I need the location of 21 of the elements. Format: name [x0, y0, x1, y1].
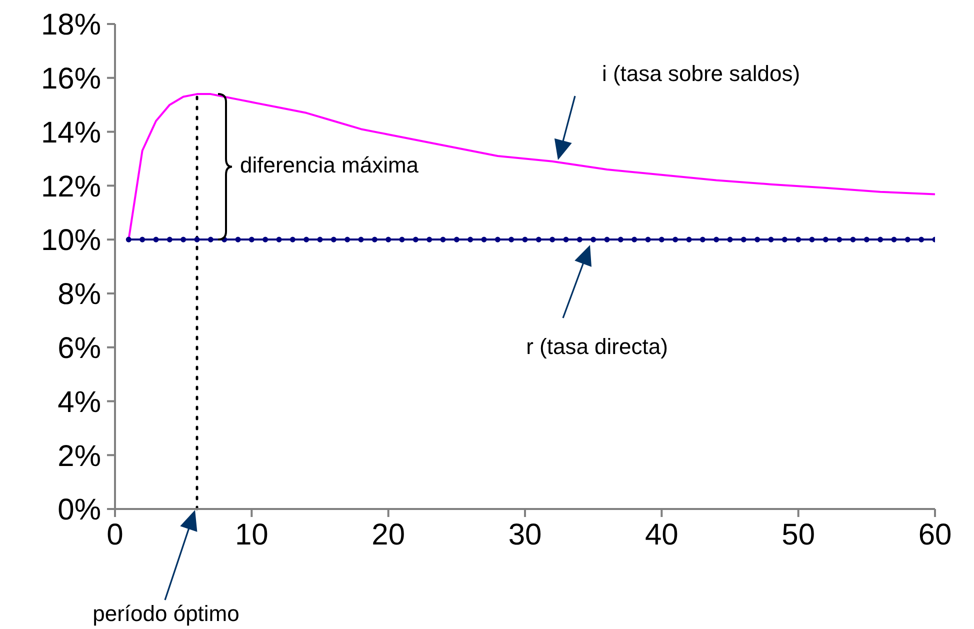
y-tick-label: 14% — [40, 116, 101, 150]
annotation: diferencia máxima — [240, 152, 420, 178]
x-tick-label: 10 — [234, 518, 268, 552]
y-tick-label: 0% — [58, 494, 101, 527]
x-tick-label: 60 — [918, 518, 952, 552]
x-tick-label: 50 — [782, 518, 816, 552]
x-tick-label: 30 — [508, 518, 542, 552]
text: período óptimo — [92, 600, 240, 626]
x-tick-label: 20 — [372, 518, 406, 552]
y-tick-label: 10% — [40, 224, 101, 258]
y-tick-label: 6% — [58, 332, 101, 365]
y-tick-label: 8% — [58, 278, 101, 312]
y-tick-label: 12% — [40, 170, 101, 204]
y-tick-label: 18% — [40, 8, 101, 42]
y-tick-label: 16% — [40, 62, 101, 96]
x-tick-label: 0 — [106, 518, 124, 552]
annotation: i (tasa sobre saldos) — [602, 60, 800, 86]
y-tick-label: 4% — [58, 386, 101, 419]
annotation: r (tasa directa) — [526, 334, 668, 359]
y-tick-label: 2% — [58, 440, 101, 473]
x-tick-label: 40 — [644, 518, 678, 552]
